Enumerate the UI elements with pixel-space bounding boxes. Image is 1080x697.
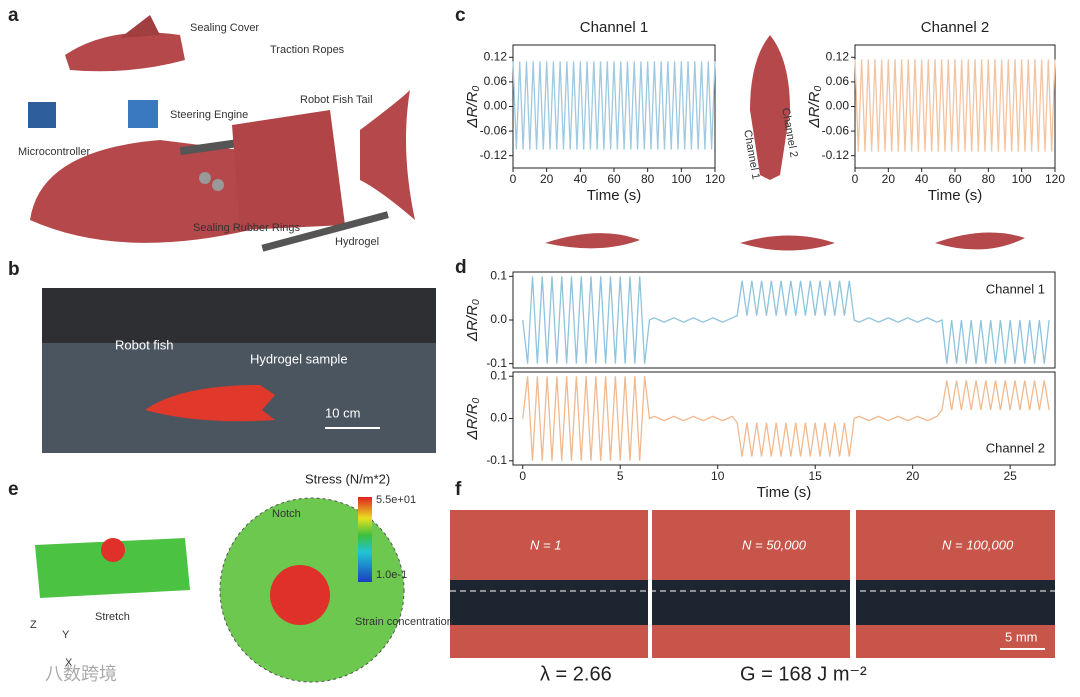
x-tick-label: 20	[882, 172, 896, 186]
x-tick-label: 0	[852, 172, 859, 186]
y-tick-label: -0.06	[822, 123, 850, 137]
y-tick-label: -0.06	[480, 123, 508, 137]
series-label: Channel 2	[986, 440, 1045, 455]
annotation: N = 50,000	[742, 537, 807, 552]
panel-label: a	[8, 5, 19, 26]
panel-label: d	[455, 257, 467, 278]
y-tick-label: 0.00	[826, 99, 850, 113]
x-tick-label: 10	[711, 469, 725, 483]
annotation: Hydrogel	[335, 236, 379, 248]
axis-label: Y	[62, 629, 70, 641]
y-tick-label: 0.1	[490, 368, 507, 382]
y-tick-label: 0.0	[490, 312, 507, 326]
data-line	[854, 59, 1056, 152]
y-tick-label: 0.1	[490, 269, 507, 283]
x-tick-label: 0	[519, 469, 526, 483]
y-tick-label: -0.12	[480, 148, 508, 162]
axis-label: Z	[30, 619, 37, 631]
x-axis-label: Time (s)	[587, 187, 641, 204]
data-line	[512, 61, 716, 150]
x-tick-label: 5	[617, 469, 624, 483]
y-axis-label: ΔR/R₀	[464, 299, 481, 342]
colorbar-max: 5.5e+01	[376, 494, 416, 506]
annotation: Notch	[272, 508, 301, 520]
x-axis-label: Time (s)	[928, 187, 982, 204]
annotation: Sealing Rubber Rings	[193, 222, 301, 234]
annotation: λ = 2.66	[540, 663, 612, 685]
x-tick-label: 0	[510, 172, 517, 186]
x-tick-label: 20	[906, 469, 920, 483]
y-axis-label: ΔR/R₀	[806, 85, 823, 128]
annotation: Stretch	[95, 611, 130, 623]
plot-frame	[512, 271, 1056, 369]
y-tick-label: 0.06	[826, 74, 850, 88]
annotation: G = 168 J m⁻²	[740, 663, 867, 685]
x-axis-label: Time (s)	[757, 484, 811, 501]
x-tick-label: 40	[915, 172, 929, 186]
y-tick-label: 0.12	[826, 49, 850, 63]
y-tick-label: 0.00	[484, 99, 508, 113]
x-tick-label: 25	[1003, 469, 1017, 483]
data-line	[522, 376, 1050, 461]
x-tick-label: 40	[574, 172, 588, 186]
x-tick-label: 15	[809, 469, 823, 483]
fish-inset	[750, 35, 790, 180]
y-tick-label: -0.1	[486, 453, 507, 467]
panel-label: b	[8, 259, 20, 280]
photos-f	[450, 510, 1055, 658]
x-tick-label: 100	[1012, 172, 1032, 186]
annotation: Robot fish	[115, 337, 174, 352]
annotation: Sealing Cover	[190, 22, 259, 34]
y-tick-label: -0.1	[486, 356, 507, 370]
y-tick-label: 0.06	[484, 74, 508, 88]
colorbar-min: 1.0e-1	[376, 569, 407, 581]
panel-label: e	[8, 479, 19, 500]
watermark: 八数跨境	[45, 664, 117, 684]
annotation: Traction Ropes	[270, 44, 345, 56]
illustration-a	[28, 15, 415, 252]
annotation: N = 1	[530, 537, 561, 552]
scale-label: 10 cm	[325, 405, 360, 420]
annotation: Hydrogel sample	[250, 351, 348, 366]
data-line	[522, 276, 1050, 364]
x-tick-label: 60	[948, 172, 962, 186]
x-tick-label: 80	[982, 172, 996, 186]
y-tick-label: 0.0	[490, 411, 507, 425]
plot-frame	[512, 371, 1056, 466]
axis-label: X	[65, 657, 73, 669]
annotation: Microcontroller	[18, 146, 90, 158]
annotation: Robot Fish Tail	[300, 94, 373, 106]
colorbar-title: Stress (N/m*2)	[305, 471, 390, 486]
photo-b	[42, 288, 436, 453]
annotation: Steering Engine	[170, 109, 248, 121]
y-axis-label: ΔR/R₀	[464, 85, 481, 128]
y-tick-label: -0.12	[822, 148, 850, 162]
x-tick-label: 120	[705, 172, 725, 186]
x-tick-label: 80	[641, 172, 655, 186]
annotation: Strain concentration	[355, 616, 453, 628]
panel-label: c	[455, 5, 466, 26]
chart-title: Channel 2	[921, 19, 989, 36]
annotation: N = 100,000	[942, 537, 1014, 552]
series-label: Channel 1	[986, 281, 1045, 296]
scale-label: 5 mm	[1005, 629, 1038, 644]
panel-label: f	[455, 479, 462, 500]
fish-icons	[545, 232, 1025, 251]
x-tick-label: 20	[540, 172, 554, 186]
chart-title: Channel 1	[580, 19, 648, 36]
x-tick-label: 120	[1045, 172, 1065, 186]
y-axis-label: ΔR/R₀	[464, 397, 481, 440]
simulation-e	[35, 497, 405, 683]
y-tick-label: 0.12	[484, 49, 508, 63]
x-tick-label: 60	[607, 172, 621, 186]
x-tick-label: 100	[671, 172, 691, 186]
